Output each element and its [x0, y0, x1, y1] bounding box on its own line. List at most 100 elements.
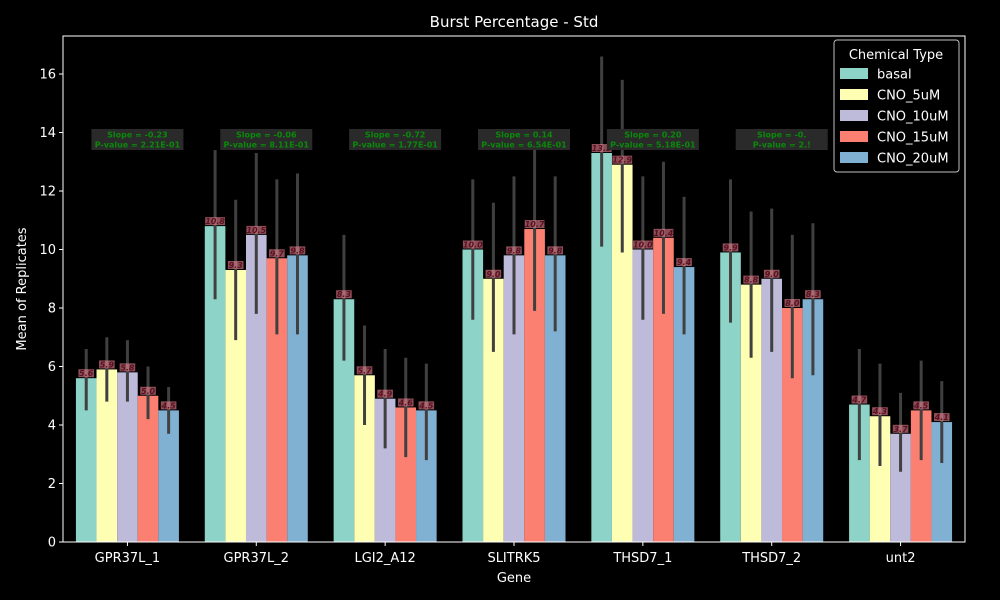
value-label: 12.9 — [612, 156, 632, 165]
bar — [890, 433, 911, 542]
annotation-pvalue: P-value = 5.18E-01 — [610, 141, 696, 150]
value-label-bg — [913, 401, 929, 410]
bar — [266, 258, 288, 542]
value-label-bg — [591, 143, 612, 152]
value-label: 4.7 — [851, 396, 867, 405]
value-label-bg — [612, 155, 633, 164]
value-label: 10.5 — [246, 226, 266, 235]
legend-label: CNO_5uM — [877, 89, 940, 104]
annotation-box — [220, 129, 313, 150]
x-tick-label: GPR37L_2 — [224, 551, 290, 566]
value-label-bg — [547, 246, 563, 255]
annotation-slope: Slope = -0.23 — [107, 131, 167, 140]
value-label: 5.7 — [357, 366, 372, 375]
legend-swatch — [840, 89, 868, 100]
legend: Chemical Type basal CNO_5uM CNO_10uM CNO_15… — [833, 39, 960, 173]
value-label: 10.0 — [463, 241, 483, 250]
bar — [204, 226, 226, 542]
bar — [740, 284, 762, 542]
value-label: 4.5 — [913, 401, 929, 410]
value-label-bg — [676, 258, 692, 267]
y-tick-label: 16 — [39, 68, 56, 83]
bar — [503, 255, 525, 542]
value-label: 4.6 — [398, 398, 414, 407]
value-label-bg — [227, 260, 244, 269]
y-tick-label: 0 — [48, 536, 56, 551]
value-label: 4.1 — [934, 413, 949, 422]
legend-label: basal — [877, 68, 912, 83]
value-label: 13.3 — [592, 144, 612, 153]
bar — [802, 299, 824, 542]
value-label: 9.8 — [290, 246, 305, 255]
legend-swatch — [840, 110, 868, 121]
annotation-box — [349, 129, 442, 150]
annotation-box — [606, 129, 699, 150]
x-tick-label: THSD7_2 — [741, 551, 801, 566]
value-label-bg — [205, 217, 225, 226]
value-label-bg — [933, 413, 950, 422]
y-axis: 0 2 4 6 8 10 12 14 16 — [39, 68, 63, 551]
bar — [761, 278, 783, 542]
value-label-bg — [872, 407, 888, 416]
annotation-box — [478, 129, 570, 150]
y-tick-label: 10 — [39, 243, 56, 258]
value-label: 9.0 — [765, 270, 780, 279]
y-tick-label: 2 — [48, 477, 56, 492]
annotation-box — [91, 129, 184, 150]
value-label-bg — [485, 269, 502, 278]
value-label: 4.3 — [872, 407, 888, 416]
value-label: 9.3 — [229, 261, 244, 270]
value-label: 9.7 — [270, 249, 285, 258]
bar — [544, 255, 566, 542]
value-label-bg — [160, 401, 177, 410]
bar — [849, 404, 870, 542]
value-label-bg — [462, 240, 483, 249]
annotations-layer: Slope = -0.23P-value = 2.21E-01 Slope = -… — [91, 129, 828, 150]
value-label-bg — [524, 220, 545, 229]
y-axis-label: Mean of Replicates — [15, 227, 30, 350]
value-label: 5.8 — [120, 363, 135, 372]
legend-label: CNO_10uM — [877, 110, 949, 125]
value-label-bg — [140, 386, 156, 395]
bar — [720, 252, 741, 542]
legend-swatch — [840, 68, 868, 79]
value-label-bg — [418, 401, 435, 410]
value-label-bg — [78, 369, 95, 378]
bar — [245, 234, 267, 542]
value-label-bg — [722, 243, 739, 252]
value-label-bg — [119, 363, 136, 372]
value-label-bg — [246, 225, 267, 234]
bar — [374, 398, 396, 542]
annotation-pvalue: P-value = 1.77E-01 — [352, 141, 438, 150]
x-axis-label: Gene — [497, 571, 531, 586]
legend-label: CNO_15uM — [877, 131, 949, 146]
bar — [416, 410, 437, 542]
value-label: 8.3 — [337, 290, 352, 299]
value-label-bg — [743, 275, 759, 284]
annotation-slope: Slope = 0.20 — [624, 131, 682, 140]
y-tick-label: 12 — [39, 185, 56, 200]
y-tick-label: 8 — [48, 302, 56, 317]
annotation-box — [735, 129, 828, 150]
value-label-bg — [851, 395, 868, 404]
bars-layer — [75, 152, 953, 543]
value-label-bg — [397, 398, 414, 407]
bar — [75, 378, 97, 542]
value-label: 9.8 — [548, 246, 563, 255]
value-label: 5.6 — [79, 369, 94, 378]
bar — [524, 229, 545, 542]
value-label-bg — [377, 389, 393, 398]
bar — [287, 255, 308, 542]
value-label: 3.7 — [893, 425, 908, 434]
annotation-pvalue: P-value = 2.21E-01 — [95, 141, 181, 150]
annotation-pvalue: P-value = 8.11E-01 — [224, 141, 310, 150]
bar — [354, 375, 375, 542]
bar — [96, 369, 118, 542]
bar — [632, 249, 654, 542]
legend-title: Chemical Type — [849, 48, 943, 63]
bar — [653, 237, 674, 542]
annotation-slope: Slope = -0. — [757, 131, 806, 140]
bar — [910, 410, 932, 542]
bar — [611, 164, 633, 542]
